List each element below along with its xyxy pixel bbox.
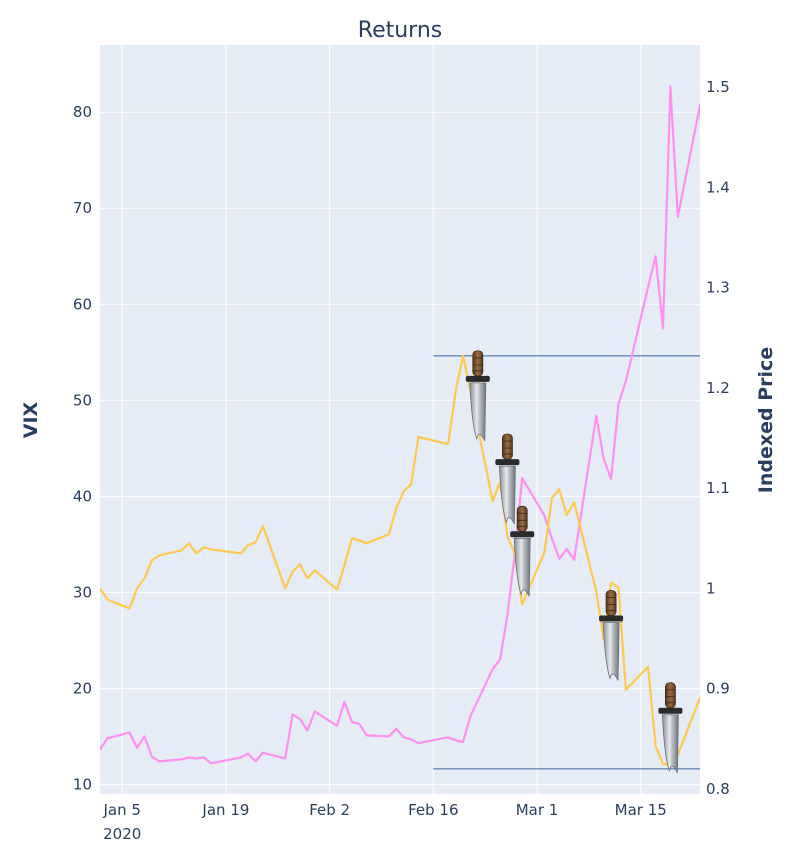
- y-left-tick-label: 80: [73, 103, 92, 121]
- x-tick-label: Mar 15: [615, 801, 667, 819]
- x-tick-label: Feb 16: [408, 801, 458, 819]
- gridlines: [100, 45, 700, 794]
- x-axis-ticks: Jan 5 2020 Jan 19 Feb 2 Feb 16 Mar 1 Mar 15: [103, 801, 667, 843]
- x-tick-sublabel: 2020: [103, 825, 141, 843]
- left-axis-ticks: 10 20 30 40 50 60 70 80: [73, 103, 92, 793]
- right-axis-ticks: 0.8 0.9 1 1.1 1.2 1.3 1.4 1.5: [706, 78, 730, 798]
- y-right-tick-label: 1.3: [706, 279, 730, 297]
- y-right-tick-label: 1.1: [706, 479, 730, 497]
- y-right-tick-label: 1.5: [706, 78, 730, 96]
- y-right-tick-label: 1.2: [706, 379, 730, 397]
- x-tick-label: Jan 19: [201, 801, 249, 819]
- y-right-tick-label: 0.9: [706, 680, 730, 698]
- y-right-tick-label: 0.8: [706, 780, 730, 798]
- y-left-tick-label: 60: [73, 295, 92, 313]
- y-left-tick-label: 70: [73, 199, 92, 217]
- y-right-tick-label: 1.4: [706, 178, 730, 196]
- y-left-tick-label: 20: [73, 679, 92, 697]
- chart-title: Returns: [358, 18, 442, 43]
- knife-icon: [465, 350, 490, 442]
- x-tick-label: Mar 1: [516, 801, 559, 819]
- x-tick-label: Feb 2: [309, 801, 350, 819]
- x-tick-label: Jan 5: [103, 801, 141, 819]
- knife-icon: [495, 433, 520, 525]
- y-axis-right-title: Indexed Price: [755, 347, 777, 493]
- y-left-tick-label: 40: [73, 487, 92, 505]
- y-axis-left-title: VIX: [20, 401, 42, 438]
- knife-icon: [658, 682, 683, 773]
- y-left-tick-label: 50: [73, 391, 92, 409]
- series-line: [100, 85, 700, 765]
- y-left-tick-label: 10: [73, 775, 92, 793]
- knife-icon: [510, 505, 535, 597]
- knife-markers: [465, 350, 683, 773]
- knife-icon: [599, 590, 624, 681]
- plot-background: [100, 45, 700, 794]
- y-right-tick-label: 1: [706, 579, 716, 597]
- y-left-tick-label: 30: [73, 583, 92, 601]
